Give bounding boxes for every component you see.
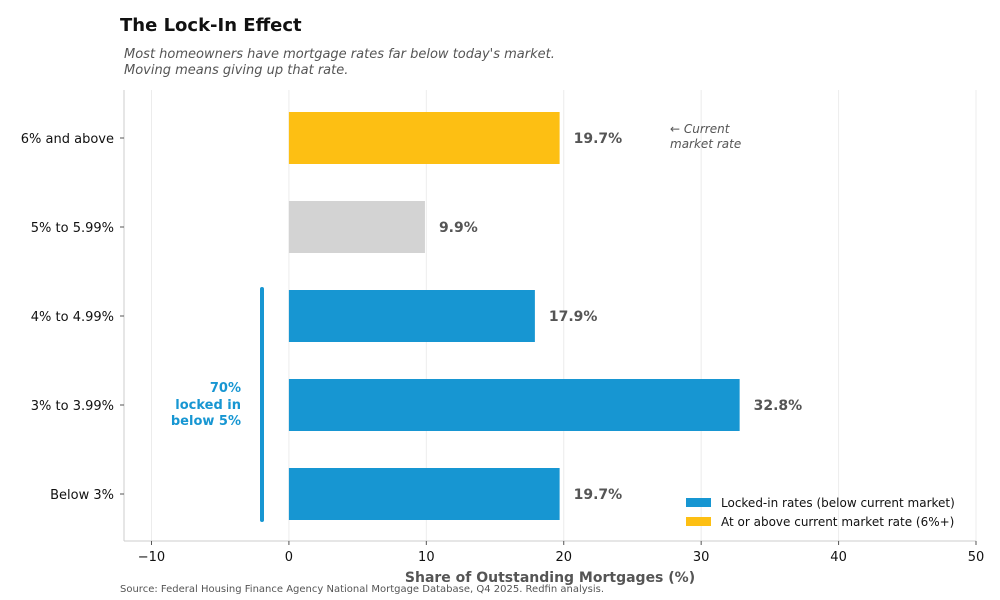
annotation-locked-line-2: locked in [175,398,241,413]
x-axis-title: Share of Outstanding Mortgages (%) [405,570,695,586]
y-tick-label: Below 3% [50,488,114,503]
annotation-locked-line-1: 70% [210,381,241,396]
data-label: 32.8% [754,398,803,414]
annotation-current-line-2: market rate [670,137,741,151]
x-tick-label: 0 [285,550,293,565]
annotation-locked-line-3: below 5% [171,414,241,429]
y-tick-label: 6% and above [21,132,114,147]
chart-subtitle: Most homeowners have mortgage rates far … [124,47,555,79]
bar-1 [288,201,425,253]
data-label: 9.9% [439,220,478,236]
legend-swatch-locked [686,498,711,507]
data-label: 17.9% [549,309,598,325]
legend-label: At or above current market rate (6%+) [721,515,954,529]
x-tick-label: −10 [138,550,165,565]
legend-swatch-market [686,517,711,526]
y-tick-label: 4% to 4.99% [31,310,114,325]
chart-title: The Lock-In Effect [120,15,302,36]
annotation-current-line-1: ← Current [670,122,731,136]
x-tick-label: 20 [555,550,572,565]
y-tick-label: 3% to 3.99% [31,399,114,414]
bar-3 [288,379,740,431]
subtitle-line-2: Moving means giving up that rate. [124,63,349,78]
x-tick-label: 50 [968,550,985,565]
x-tick-label: 30 [693,550,710,565]
subtitle-line-1: Most homeowners have mortgage rates far … [124,47,555,62]
bar-0 [288,112,560,164]
bar-2 [288,290,535,342]
x-tick-label: 40 [830,550,847,565]
bar-4 [288,468,560,520]
data-label: 19.7% [574,131,623,147]
x-tick-label: 10 [418,550,435,565]
legend-label: Locked-in rates (below current market) [721,496,955,510]
data-label: 19.7% [574,487,623,503]
source-note: Source: Federal Housing Finance Agency N… [120,584,605,595]
y-tick-label: 5% to 5.99% [31,221,114,236]
